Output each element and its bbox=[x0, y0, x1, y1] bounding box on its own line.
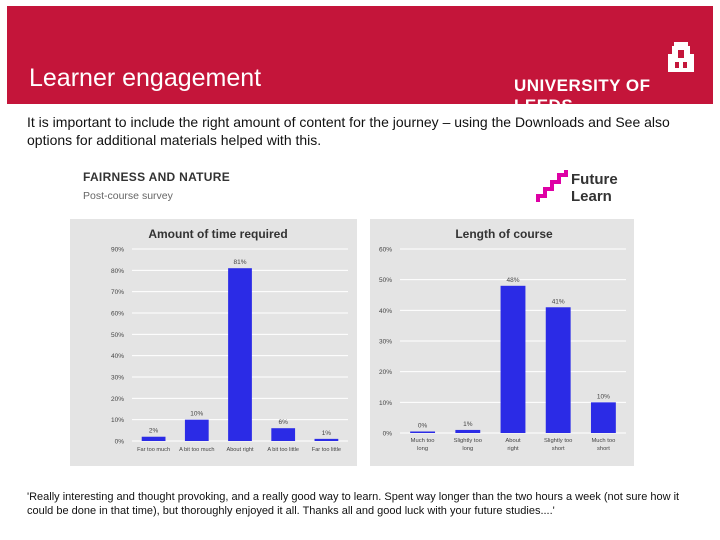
x-tick-label: A bit too much bbox=[179, 447, 214, 453]
y-tick-label: 50% bbox=[379, 277, 392, 284]
bar-value-label: 48% bbox=[506, 277, 519, 284]
x-tick-label: About right bbox=[226, 447, 253, 453]
university-logo-text: UNIVERSITY OF LEEDS bbox=[514, 76, 651, 115]
figure-title: FAIRNESS AND NATURE bbox=[83, 170, 231, 184]
figure-subtitle: Post-course survey bbox=[83, 190, 173, 202]
y-tick-label: 60% bbox=[379, 247, 392, 254]
intro-paragraph: It is important to include the right amo… bbox=[27, 114, 670, 148]
bar bbox=[271, 428, 296, 441]
bar bbox=[500, 285, 526, 433]
chart-time-required: Amount of time required 0% 10% 20% 30% 40% 50%… bbox=[70, 219, 357, 466]
y-tick-label: 80% bbox=[111, 268, 124, 275]
futurelearn-logo: Future Learn bbox=[536, 168, 626, 208]
x-tick-label: About right bbox=[505, 438, 521, 452]
bar-value-label: 41% bbox=[552, 298, 565, 305]
survey-figure: FAIRNESS AND NATURE Post-course survey F… bbox=[70, 162, 634, 466]
futurelearn-stairs-icon bbox=[536, 170, 568, 202]
y-tick-label: 10% bbox=[111, 417, 124, 424]
header-banner: Learner engagement UNIVERSITY OF LEEDS bbox=[7, 6, 713, 115]
x-tick-label: Much too long bbox=[411, 438, 435, 452]
bar bbox=[141, 436, 166, 441]
chart-title: Amount of time required bbox=[148, 227, 287, 241]
bar-value-label: 2% bbox=[149, 428, 159, 435]
chart-time-required-svg: Amount of time required 0% 10% 20% 30% 40% 50%… bbox=[111, 227, 348, 453]
bar bbox=[314, 438, 339, 441]
y-tick-label: 60% bbox=[111, 311, 124, 318]
y-tick-label: 40% bbox=[111, 353, 124, 360]
y-tick-label: 90% bbox=[111, 247, 124, 254]
y-tick-label: 30% bbox=[111, 375, 124, 382]
y-tick-label: 30% bbox=[379, 339, 392, 346]
leeds-crest-icon bbox=[665, 40, 697, 74]
y-tick-label: 50% bbox=[111, 332, 124, 339]
bar bbox=[590, 402, 616, 433]
x-tick-label: A bit too little bbox=[267, 447, 299, 453]
bar-value-label: 10% bbox=[597, 393, 610, 400]
y-tick-label: 0% bbox=[115, 439, 125, 446]
chart-length-of-course-svg: Length of course 0% 10% 20% 30% 40% 50% 60% 0% Mu… bbox=[379, 227, 626, 452]
x-tick-label: Far too little bbox=[312, 447, 341, 453]
futurelearn-logo-line1: Future bbox=[571, 171, 618, 188]
bar bbox=[410, 431, 436, 433]
bar bbox=[184, 419, 209, 441]
x-tick-label: Far too much bbox=[137, 447, 170, 453]
y-tick-label: 40% bbox=[379, 308, 392, 315]
bar-value-label: 1% bbox=[463, 421, 473, 428]
bar bbox=[545, 307, 571, 433]
y-tick-label: 0% bbox=[383, 431, 393, 438]
y-tick-label: 20% bbox=[111, 396, 124, 403]
bar-value-label: 10% bbox=[190, 411, 203, 418]
bar-value-label: 0% bbox=[418, 423, 428, 430]
y-tick-label: 10% bbox=[379, 400, 392, 407]
x-tick-label: Much too short bbox=[591, 438, 615, 452]
chart-title: Length of course bbox=[455, 227, 553, 241]
futurelearn-logo-line2: Learn bbox=[571, 188, 612, 205]
bar-value-label: 6% bbox=[278, 419, 288, 426]
chart-length-of-course: Length of course 0% 10% 20% 30% 40% 50% 60% 0% Mu… bbox=[370, 219, 634, 466]
bar bbox=[228, 268, 252, 441]
x-tick-label: Slightly too long bbox=[454, 438, 482, 452]
learner-quote: 'Really interesting and thought provokin… bbox=[27, 491, 680, 517]
y-tick-label: 70% bbox=[111, 289, 124, 296]
x-tick-label: Slightly too short bbox=[544, 438, 572, 452]
y-tick-label: 20% bbox=[379, 369, 392, 376]
slide-title: Learner engagement bbox=[29, 64, 262, 92]
bar-value-label: 1% bbox=[322, 430, 332, 437]
bar-value-label: 81% bbox=[233, 259, 246, 266]
bar bbox=[455, 429, 481, 433]
